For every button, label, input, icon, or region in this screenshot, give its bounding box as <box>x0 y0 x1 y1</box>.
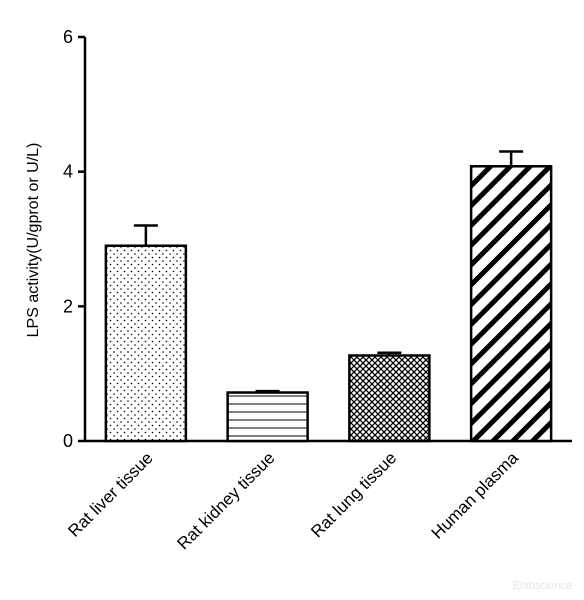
y-axis-title: LPS activity(U/gprot or U/L) <box>25 143 42 338</box>
bar-rat-liver-tissue <box>104 244 188 443</box>
bar-rat-lung-tissue <box>348 354 431 443</box>
error-bar <box>255 389 280 393</box>
bar-human-plasma <box>469 165 553 443</box>
x-category-label: Human plasma <box>428 448 523 543</box>
bars <box>104 150 553 443</box>
error-bar <box>377 351 402 356</box>
x-axis-labels: Rat liver tissue Rat kidney tissue Rat lun… <box>64 448 522 553</box>
y-tick-label: 6 <box>63 27 73 47</box>
y-tick-label: 0 <box>63 431 73 451</box>
y-tick-label: 4 <box>63 162 73 182</box>
watermark: Elabscience <box>512 580 572 592</box>
x-category-label: Rat kidney tissue <box>173 448 278 553</box>
x-category-label: Rat lung tissue <box>307 448 400 541</box>
error-bar <box>499 150 524 167</box>
x-category-label: Rat liver tissue <box>64 448 156 540</box>
y-axis-ticks: 0 2 4 6 <box>63 27 85 451</box>
error-bar <box>133 224 158 246</box>
y-tick-label: 2 <box>63 296 73 316</box>
bar-rat-kidney-tissue <box>226 391 309 443</box>
